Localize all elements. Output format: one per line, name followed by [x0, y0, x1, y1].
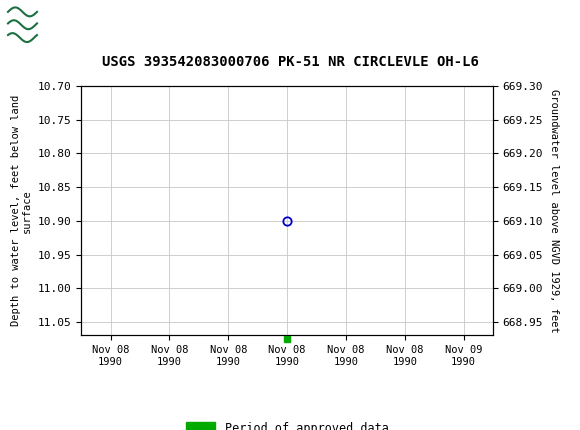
Y-axis label: Groundwater level above NGVD 1929, feet: Groundwater level above NGVD 1929, feet [549, 89, 559, 332]
Legend: Period of approved data: Period of approved data [181, 417, 393, 430]
Bar [5, 3, 75, 46]
Text: USGS: USGS [81, 15, 149, 35]
Y-axis label: Depth to water level, feet below land
surface: Depth to water level, feet below land su… [10, 95, 32, 326]
Text: USGS 393542083000706 PK-51 NR CIRCLEVLE OH-L6: USGS 393542083000706 PK-51 NR CIRCLEVLE … [102, 55, 478, 69]
